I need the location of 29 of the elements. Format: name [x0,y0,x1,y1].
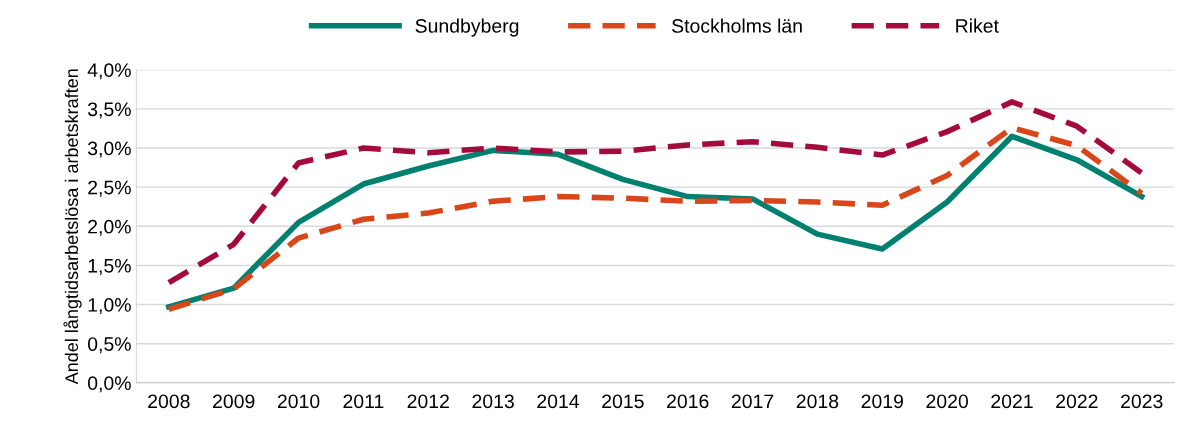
x-tick-label: 2009 [213,394,255,409]
x-tick-label: 2016 [667,394,709,409]
y-tick-label: 2,5% [88,180,131,197]
y-tick-label: 2,0% [88,219,131,236]
y-tick-label: 4,0% [87,63,131,80]
legend-label: Sundbyberg [415,18,519,37]
x-tick-label: 2022 [1056,394,1098,409]
x-tick-label: 2019 [861,394,903,409]
x-tick-label: 2021 [991,394,1033,409]
x-tick-label: 2015 [602,394,644,409]
x-tick-label: 2012 [407,394,449,409]
y-tick-label: 0,5% [87,337,131,354]
y-tick-label: 1,0% [88,298,131,315]
legend-label: Stockholms län [672,18,802,33]
x-tick-label: 2011 [343,394,384,409]
y-tick-label: 0,0% [87,376,131,393]
y-tick-label: 3,0% [87,141,131,158]
x-tick-label: 2014 [537,394,580,409]
x-tick-label: 2020 [926,394,968,409]
x-tick-label: 2023 [1121,394,1163,409]
x-tick-label: 2008 [148,394,190,409]
y-axis-title: Andel långtidsarbetslösa i arbetskraften [63,69,82,385]
y-tick-label: 3,5% [87,102,131,119]
x-tick-label: 2017 [731,394,774,409]
legend-label: Riket [956,18,999,33]
x-tick-label: 2010 [277,394,320,409]
x-tick-label: 2013 [472,394,514,409]
x-tick-label: 2018 [796,394,839,409]
y-tick-label: 1,5% [88,258,131,275]
